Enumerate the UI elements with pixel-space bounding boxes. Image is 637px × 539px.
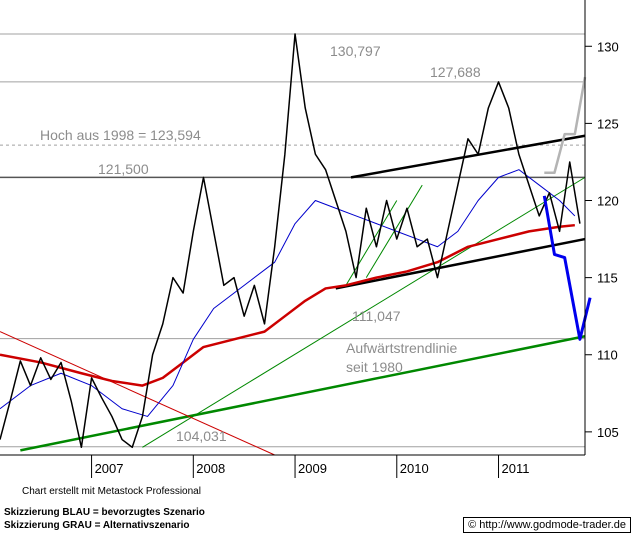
y-tick-label-120: 120 [597,194,619,209]
copyright-symbol: © [468,519,477,531]
y-tick-label-110: 110 [597,348,618,363]
annotation-trendline-since: seit 1980 [346,359,403,375]
x-tick-label-2010: 2010 [400,461,429,476]
y-axis-ticks: 105 110 115 120 125 130 [585,39,619,440]
scenario-gray-path [544,76,587,174]
moving-average-blue [0,169,576,417]
annotation-104031: 104,031 [176,428,227,444]
scenario-gray-note: Skizzierung GRAU = Alternativszenario [4,520,190,531]
scenario-arrows [542,76,592,341]
scenario-blue-note: Skizzierung BLAU = bevorzugtes Szenario [4,507,205,518]
trendline-channel_lower [335,237,586,290]
x-axis-band [0,456,585,478]
y-tick-label-130: 130 [597,39,619,54]
scenario-legend: Skizzierung BLAU = bevorzugtes Szenario … [4,506,205,532]
trendline-channel_upper [350,134,586,179]
annotation-trendline-title: Aufwärtstrendlinie [346,340,457,356]
annotation-127688: 127,688 [430,64,481,80]
annotation-hoch-1998: Hoch aus 1998 = 123,594 [40,127,201,143]
scenario-blue-path [542,195,592,341]
annotation-111047: 111,047 [352,308,401,324]
url-link[interactable]: http://www.godmode-trader.de [479,519,626,531]
x-axis-ticks: 2007 2008 2009 2010 2011 [91,455,530,478]
price-series [0,33,581,449]
x-tick-label-2007: 2007 [95,461,124,476]
level-lines [0,33,585,448]
chart-credit: Chart erstellt mit Metastock Professiona… [22,486,201,497]
annotation-121500: 121,500 [98,161,149,177]
trendline-red_downtrend [0,331,275,456]
trendlines [0,134,586,456]
y-tick-label-115: 115 [597,271,618,286]
x-tick-label-2008: 2008 [196,461,225,476]
series-group [0,33,581,449]
annotation-130797: 130,797 [330,43,381,59]
x-tick-label-2011: 2011 [502,461,530,476]
y-tick-label-105: 105 [597,425,619,440]
x-tick-label-2009: 2009 [298,461,327,476]
trendline-green_thin [142,176,586,448]
copyright-url[interactable]: © http://www.godmode-trader.de [463,517,631,533]
trendline-aufwaertstrend_1980 [20,335,586,452]
y-tick-label-125: 125 [597,116,619,131]
moving-average-red [0,223,575,387]
